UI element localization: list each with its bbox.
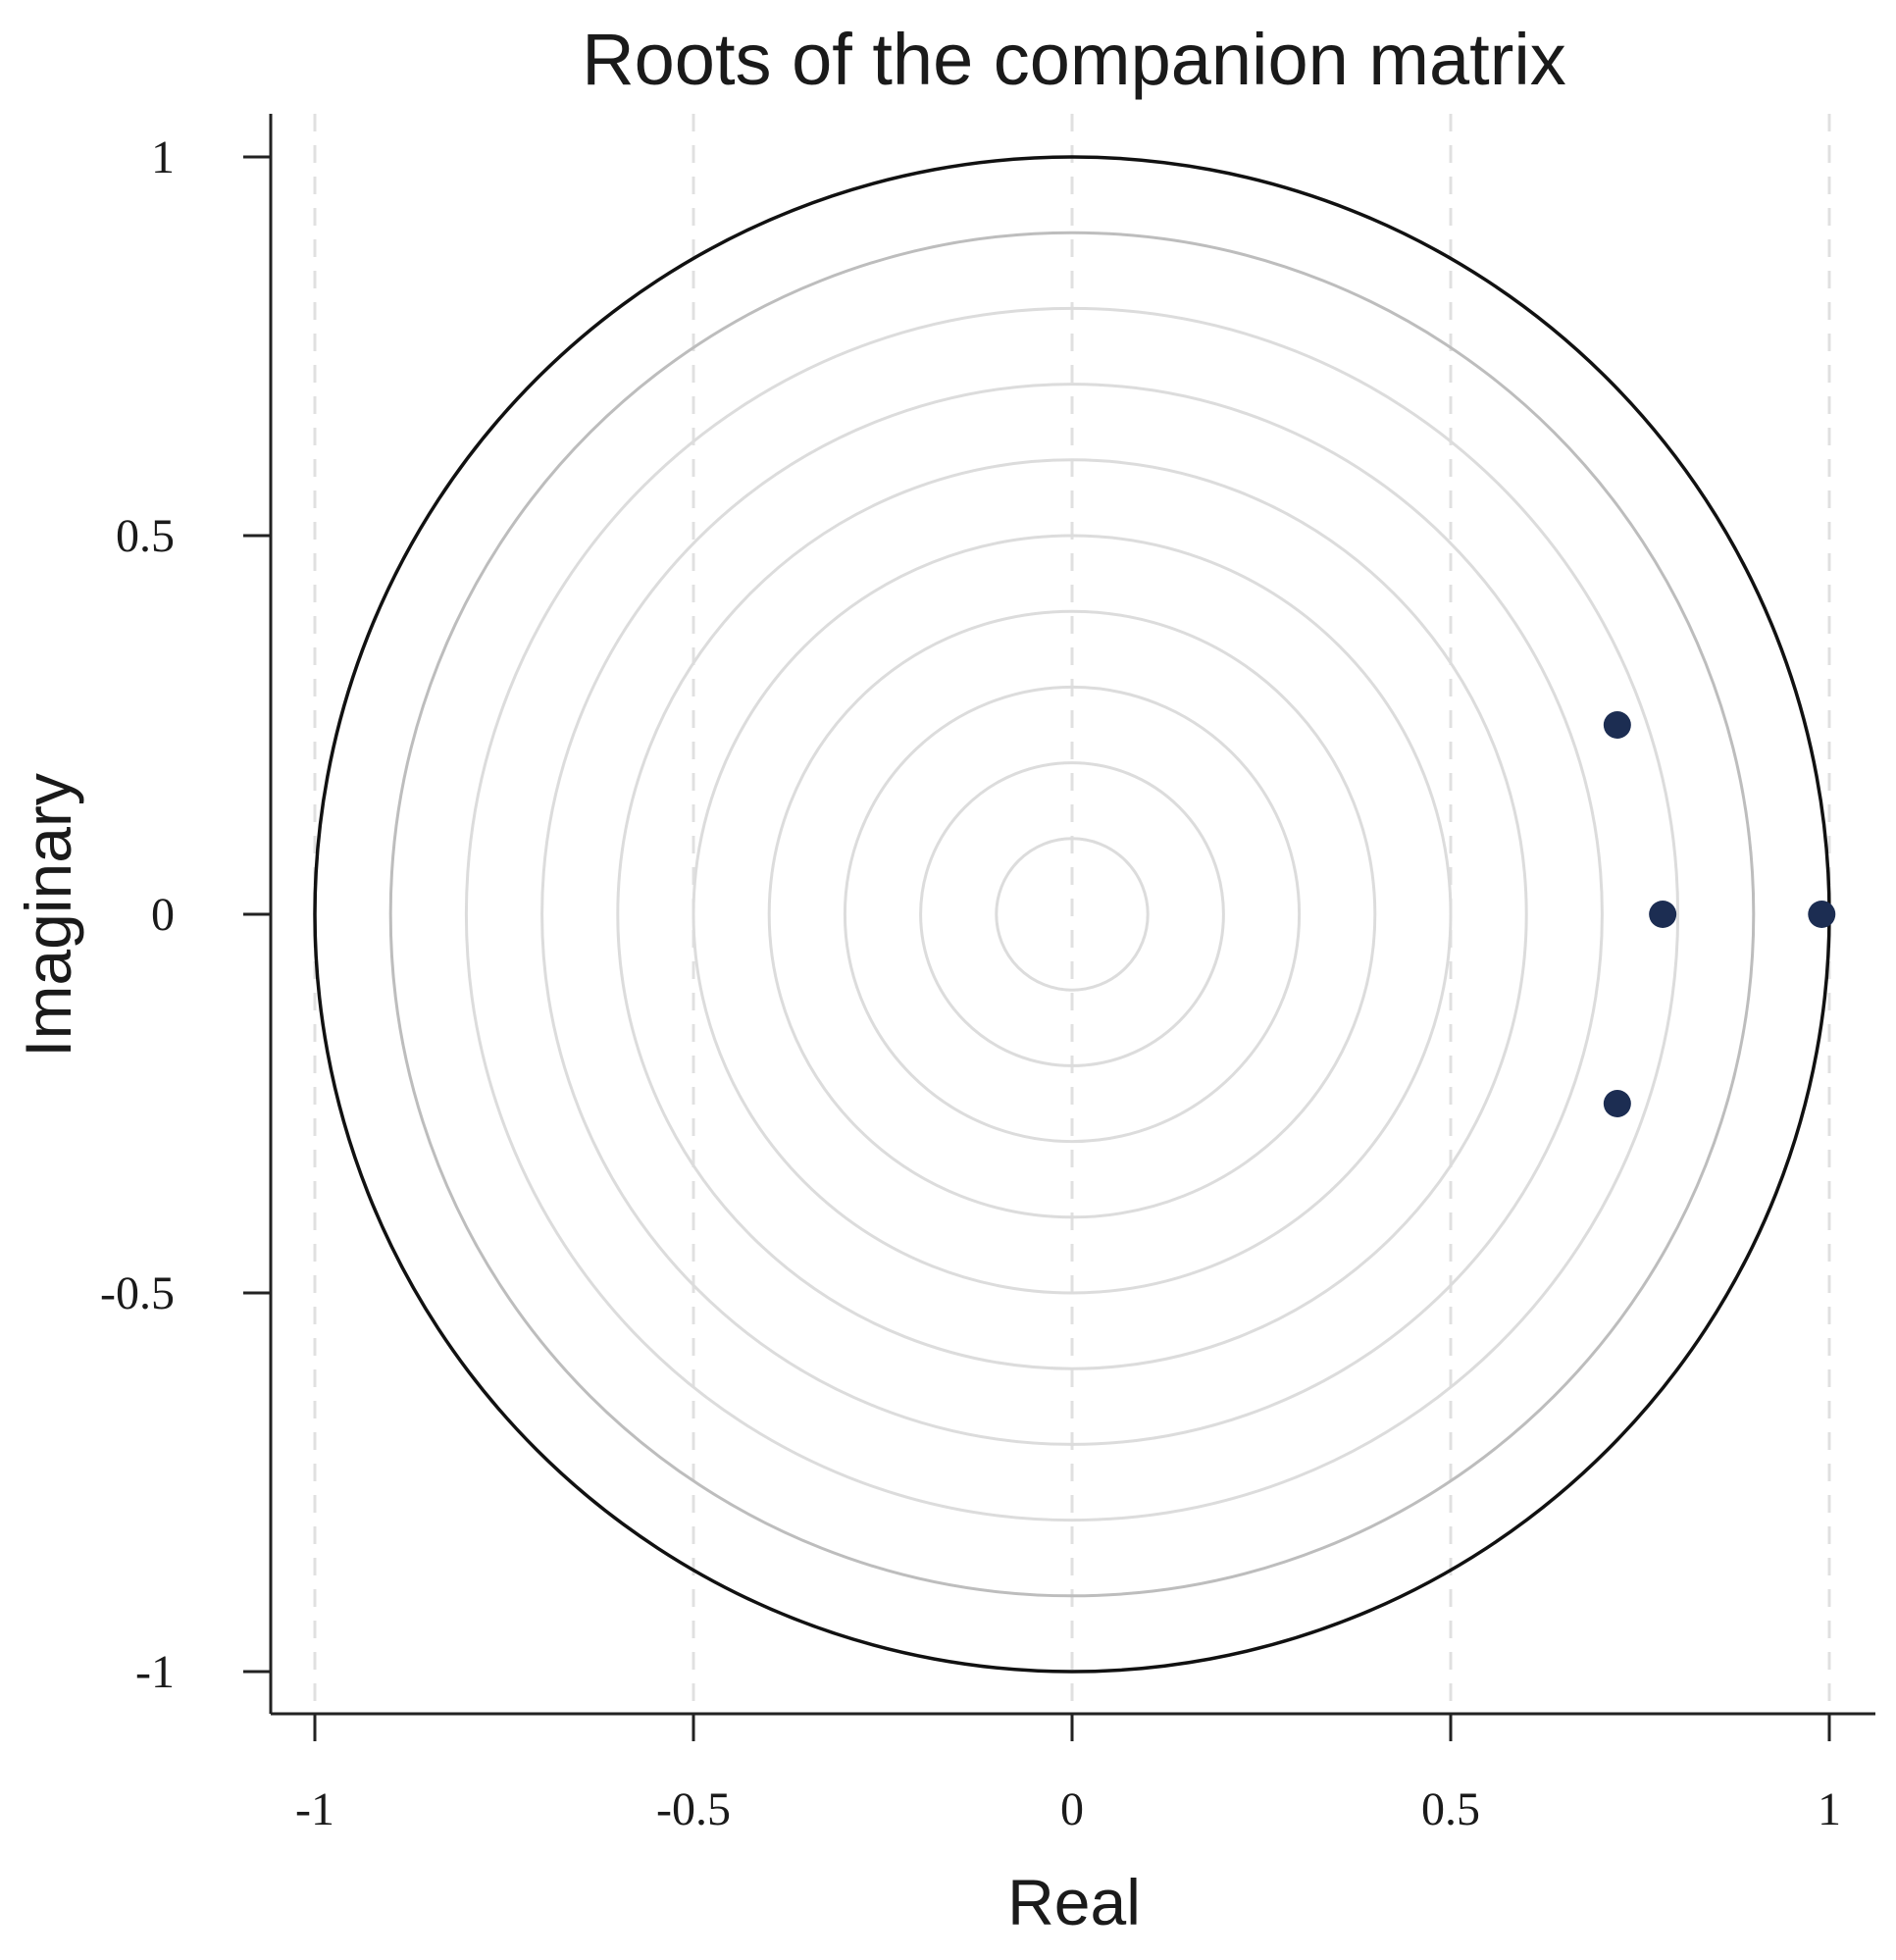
x-tick-label: -1: [295, 1783, 334, 1835]
y-tick-label: 0: [151, 889, 175, 941]
y-tick-label: -0.5: [100, 1267, 175, 1319]
reference-circle: [843, 685, 1302, 1144]
y-tick-label: 1: [151, 131, 175, 183]
x-tick-label: 0: [1060, 1783, 1084, 1835]
axes: -1 -0.5 0 0.5 1 -1 -0.5 0 0.5 1: [100, 114, 1875, 1835]
root-points: [1603, 711, 1836, 1117]
root-point: [1603, 1090, 1631, 1117]
chart-title: Roots of the companion matrix: [582, 19, 1566, 100]
reference-circle: [692, 534, 1453, 1295]
reference-circle: [919, 761, 1225, 1067]
root-point: [1603, 711, 1631, 739]
x-tick-label: 1: [1818, 1783, 1841, 1835]
reference-circle: [767, 609, 1377, 1219]
reference-circle: [616, 458, 1528, 1370]
reference-circle: [995, 837, 1150, 992]
x-tick-label: -0.5: [656, 1783, 731, 1835]
y-tick-label: 0.5: [116, 510, 175, 562]
y-tick-label: -1: [135, 1646, 175, 1698]
root-point: [1808, 901, 1836, 928]
x-axis-title: Real: [1007, 1866, 1141, 1938]
reference-circle: [388, 231, 1756, 1598]
reference-circle: [464, 306, 1680, 1522]
root-point: [1649, 901, 1677, 928]
y-axis-title: Imaginary: [12, 773, 84, 1057]
reference-circle: [540, 383, 1604, 1446]
x-tick-label: 0.5: [1421, 1783, 1480, 1835]
